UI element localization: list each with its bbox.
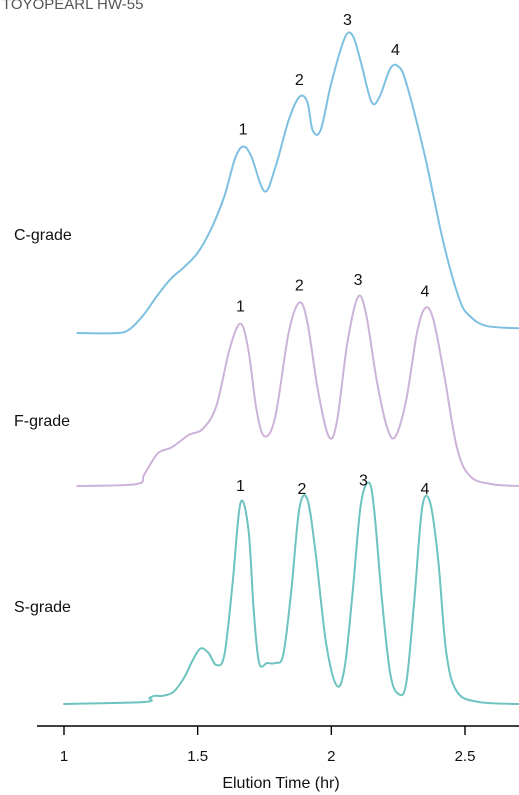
peak-label-f-grade-2: 2 — [295, 278, 304, 295]
x-tick-label-2: 2 — [327, 748, 335, 765]
series-label-s-grade: S-grade — [14, 599, 71, 616]
peak-label-f-grade-4: 4 — [420, 283, 429, 300]
peak-label-s-grade-2: 2 — [297, 481, 306, 498]
peak-label-c-grade-3: 3 — [343, 12, 352, 29]
series-label-f-grade: F-grade — [14, 413, 70, 430]
peak-label-f-grade-1: 1 — [236, 299, 245, 316]
series-s-grade-line — [63, 481, 519, 705]
peak-label-s-grade-1: 1 — [236, 478, 245, 495]
series-layer — [63, 31, 519, 705]
peak-label-c-grade-1: 1 — [239, 122, 248, 139]
peak-label-f-grade-3: 3 — [354, 272, 363, 289]
peak-label-s-grade-3: 3 — [359, 473, 368, 490]
series-f-grade-line — [76, 294, 519, 487]
label-layer: C-grade 1 2 3 4 F-grade 1 2 3 4 S-grade 1 2 3 4 — [14, 12, 429, 616]
x-axis-ticks: 1 1.5 2 2.5 — [60, 726, 476, 765]
chart-title: TOYOPEARL HW-55 — [2, 0, 143, 13]
x-tick-label-1: 1 — [60, 748, 68, 765]
peak-label-s-grade-4: 4 — [420, 481, 429, 498]
x-tick-label-2.5: 2.5 — [455, 748, 476, 765]
peak-label-c-grade-4: 4 — [391, 42, 400, 59]
x-axis-title: Elution Time (hr) — [222, 775, 339, 792]
peak-label-c-grade-2: 2 — [295, 72, 304, 89]
series-c-grade-line — [76, 31, 519, 335]
series-label-c-grade: C-grade — [14, 227, 72, 244]
x-tick-label-1.5: 1.5 — [187, 748, 208, 765]
